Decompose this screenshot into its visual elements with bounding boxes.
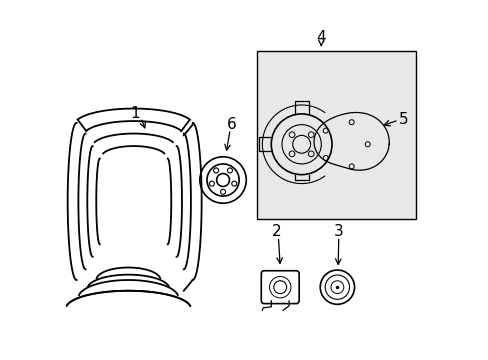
FancyBboxPatch shape: [257, 51, 415, 219]
Text: 6: 6: [226, 117, 236, 132]
Text: 2: 2: [271, 224, 281, 239]
Text: 3: 3: [334, 224, 344, 239]
Text: 5: 5: [398, 112, 407, 127]
FancyBboxPatch shape: [261, 271, 299, 303]
Text: 1: 1: [130, 107, 140, 121]
Text: 4: 4: [316, 30, 325, 45]
